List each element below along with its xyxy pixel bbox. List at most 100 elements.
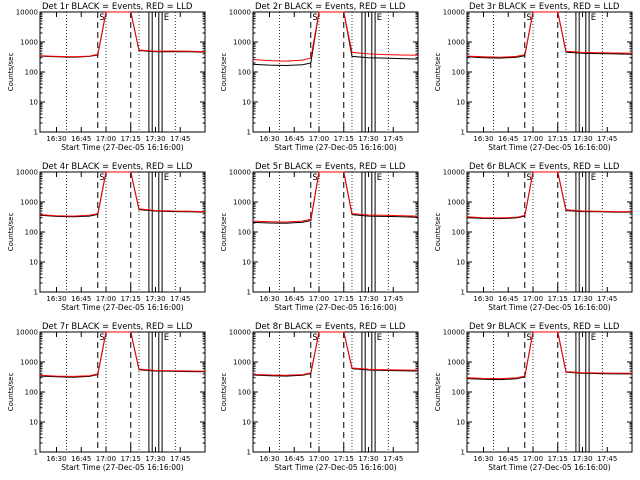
- x-axis-label: Start Time (27-Dec-05 16:16:00): [488, 463, 610, 472]
- event-marker-e: E: [377, 173, 382, 183]
- plot-frame: [39, 171, 206, 293]
- plot-frame: [252, 171, 419, 293]
- y-tick-label: 10000: [229, 9, 251, 17]
- x-tick-label: 17:15: [121, 455, 141, 463]
- x-tick-label: 17:30: [358, 455, 378, 463]
- x-tick-label: 17:00: [96, 455, 116, 463]
- x-tick-label: 17:00: [96, 295, 116, 303]
- x-tick-label: 17:30: [145, 455, 165, 463]
- series-line-lld: [252, 331, 419, 376]
- y-tick-label: 1: [247, 129, 251, 137]
- y-tick-label: 100: [238, 229, 251, 237]
- x-tick-label: 16:45: [498, 455, 518, 463]
- x-axis-label: Start Time (27-Dec-05 16:16:00): [61, 143, 183, 152]
- event-marker-e: E: [164, 333, 169, 343]
- series-line-events: [39, 11, 206, 58]
- y-tick-label: 1: [461, 289, 465, 297]
- y-tick-label: 100: [25, 69, 38, 77]
- y-tick-label: 100: [452, 389, 465, 397]
- x-tick-label: 17:45: [597, 455, 617, 463]
- x-tick-label: 17:15: [548, 455, 568, 463]
- chart-title: Det 1r BLACK = Events, RED = LLD: [42, 2, 193, 12]
- y-tick-label: 10: [456, 419, 465, 427]
- x-tick-label: 16:30: [473, 295, 493, 303]
- event-marker-e: E: [164, 173, 169, 183]
- y-axis-label: Counts/sec: [7, 373, 15, 412]
- x-tick-label: 17:15: [334, 455, 354, 463]
- x-tick-label: 16:30: [473, 135, 493, 143]
- x-tick-label: 16:30: [46, 455, 66, 463]
- y-tick-label: 10: [242, 419, 251, 427]
- y-axis-label: Counts/sec: [220, 373, 228, 412]
- x-tick-label: 17:00: [309, 295, 329, 303]
- plot-frame: [39, 11, 206, 133]
- x-tick-label: 17:30: [145, 295, 165, 303]
- x-axis-label: Start Time (27-Dec-05 16:16:00): [488, 303, 610, 312]
- y-tick-label: 1: [34, 289, 38, 297]
- chart-title: Det 5r BLACK = Events, RED = LLD: [255, 162, 406, 172]
- series-line-lld: [466, 331, 632, 380]
- y-tick-label: 10000: [443, 329, 465, 337]
- x-tick-label: 17:00: [309, 455, 329, 463]
- plot-frame: [252, 331, 419, 453]
- series-line-lld: [39, 331, 206, 377]
- y-tick-label: 100: [25, 389, 38, 397]
- event-marker-e: E: [591, 333, 596, 343]
- y-tick-label: 1: [247, 449, 251, 457]
- y-tick-label: 10000: [16, 329, 38, 337]
- chart-title: Det 4r BLACK = Events, RED = LLD: [42, 162, 193, 172]
- series-line-lld: [252, 171, 419, 223]
- event-marker-e: E: [164, 13, 169, 23]
- y-tick-label: 10000: [229, 329, 251, 337]
- x-tick-label: 17:45: [597, 135, 617, 143]
- x-tick-label: 17:30: [358, 295, 378, 303]
- x-tick-label: 16:30: [259, 135, 279, 143]
- y-tick-label: 1000: [233, 199, 251, 207]
- series-line-events: [466, 11, 633, 59]
- y-axis-label: Counts/sec: [434, 373, 442, 412]
- event-marker-s: S: [312, 173, 317, 183]
- x-tick-label: 16:45: [498, 135, 518, 143]
- x-tick-label: 17:30: [358, 135, 378, 143]
- y-axis-label: Counts/sec: [220, 213, 228, 252]
- series-line-lld: [39, 11, 206, 58]
- y-tick-label: 10: [29, 259, 38, 267]
- event-marker-e: E: [377, 333, 382, 343]
- x-tick-label: 17:15: [548, 295, 568, 303]
- x-tick-label: 16:30: [46, 295, 66, 303]
- y-tick-label: 100: [452, 229, 465, 237]
- y-axis-label: Counts/sec: [7, 213, 15, 252]
- y-tick-label: 10000: [443, 169, 465, 177]
- event-marker-s: S: [526, 173, 531, 183]
- series-line-events: [252, 11, 419, 67]
- plot-frame: [39, 331, 206, 453]
- y-tick-label: 10000: [229, 169, 251, 177]
- series-line-lld: [252, 11, 419, 62]
- x-tick-label: 17:00: [523, 455, 543, 463]
- y-tick-label: 10: [29, 99, 38, 107]
- y-tick-label: 1: [461, 129, 465, 137]
- y-tick-label: 10000: [16, 169, 38, 177]
- x-tick-label: 17:15: [548, 135, 568, 143]
- chart-panel-6: Det 6r BLACK = Events, RED = LLD 1 10 100 10…: [434, 162, 633, 312]
- x-tick-label: 17:00: [309, 135, 329, 143]
- event-marker-s: S: [99, 173, 104, 183]
- plot-frame: [466, 11, 633, 133]
- plot-frame: [252, 11, 419, 133]
- x-tick-label: 17:00: [523, 135, 543, 143]
- y-tick-label: 100: [25, 229, 38, 237]
- chart-title: Det 3r BLACK = Events, RED = LLD: [469, 2, 620, 12]
- x-tick-label: 17:45: [170, 295, 190, 303]
- x-axis-label: Start Time (27-Dec-05 16:16:00): [61, 303, 183, 312]
- series-line-lld: [466, 11, 633, 58]
- chart-title: Det 9r BLACK = Events, RED = LLD: [469, 322, 620, 332]
- y-tick-label: 1000: [233, 39, 251, 47]
- y-tick-label: 1: [34, 129, 38, 137]
- x-axis-label: Start Time (27-Dec-05 16:16:00): [274, 303, 396, 312]
- x-tick-label: 17:15: [334, 135, 354, 143]
- event-marker-s: S: [526, 13, 531, 23]
- event-marker-s: S: [312, 333, 317, 343]
- x-tick-label: 17:00: [96, 135, 116, 143]
- event-marker-s: S: [526, 333, 531, 343]
